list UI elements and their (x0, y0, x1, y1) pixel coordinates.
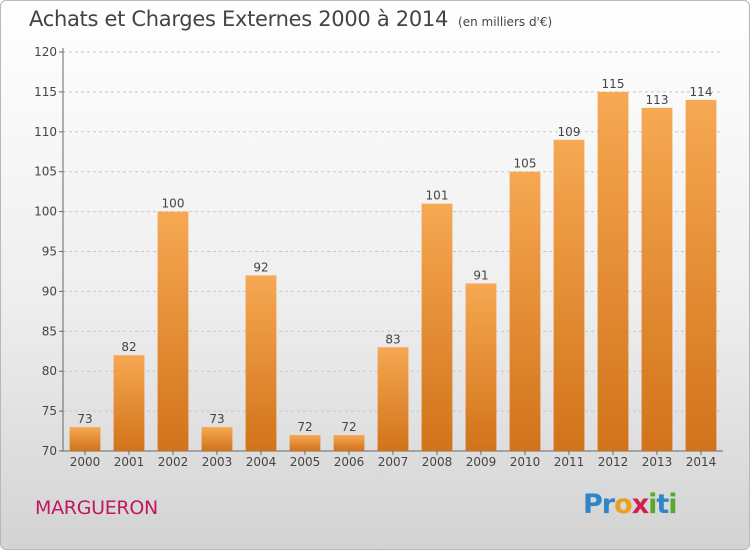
bar (333, 435, 365, 451)
proxiti-logo: Proxiti (583, 489, 678, 520)
x-tick-label: 2009 (466, 455, 497, 469)
bar (201, 427, 233, 451)
x-tick-label: 2002 (158, 455, 189, 469)
data-label: 72 (341, 420, 356, 434)
commune-name: MARGUERON (35, 497, 158, 519)
y-tick-label: 115 (34, 85, 57, 99)
data-label: 72 (297, 420, 312, 434)
y-tick-label: 110 (34, 125, 57, 139)
data-label: 82 (121, 340, 136, 354)
data-label: 83 (385, 332, 400, 346)
x-tick-label: 2001 (114, 455, 145, 469)
data-label: 73 (209, 412, 224, 426)
data-label: 105 (514, 157, 537, 171)
x-tick-label: 2010 (510, 455, 541, 469)
x-tick-label: 2008 (422, 455, 453, 469)
x-tick-label: 2013 (642, 455, 673, 469)
x-tick-label: 2007 (378, 455, 409, 469)
data-label: 113 (646, 93, 669, 107)
bar (377, 347, 409, 451)
y-tick-label: 85 (42, 324, 57, 338)
x-tick-label: 2014 (686, 455, 717, 469)
y-tick-label: 70 (42, 444, 57, 458)
chart-title-block: Achats et Charges Externes 2000 à 2014 (e… (29, 7, 552, 31)
bar (421, 203, 453, 451)
logo-letter: i (668, 489, 677, 520)
y-tick-label: 105 (34, 165, 57, 179)
data-label: 91 (473, 268, 488, 282)
y-tick-label: 100 (34, 205, 57, 219)
data-label: 115 (602, 77, 625, 91)
y-tick-label: 90 (42, 284, 57, 298)
data-label: 100 (162, 197, 185, 211)
y-tick-label: 75 (42, 404, 57, 418)
chart-title: Achats et Charges Externes 2000 à 2014 (29, 7, 449, 31)
x-tick-label: 2005 (290, 455, 321, 469)
logo-letter: o (614, 489, 633, 520)
bar (553, 139, 585, 451)
logo-letter: P (583, 489, 603, 520)
logo-letter: t (656, 489, 669, 520)
bar (597, 91, 629, 452)
x-tick-label: 2000 (70, 455, 101, 469)
bar (113, 355, 145, 451)
x-tick-label: 2012 (598, 455, 629, 469)
x-tick-label: 2003 (202, 455, 233, 469)
bar (509, 171, 541, 451)
data-label: 114 (690, 85, 713, 99)
bar (641, 107, 673, 452)
y-tick-label: 95 (42, 245, 57, 259)
bar (465, 283, 497, 451)
logo-letter: i (648, 489, 657, 520)
y-tick-label: 120 (34, 45, 57, 59)
data-label: 92 (253, 260, 268, 274)
x-tick-label: 2006 (334, 455, 365, 469)
chart-unit: (en milliers d'€) (458, 15, 553, 29)
bar (685, 99, 717, 451)
x-tick-label: 2004 (246, 455, 277, 469)
bar (69, 427, 101, 451)
logo-letter: x (631, 489, 649, 520)
bar (289, 435, 321, 451)
data-label: 101 (426, 189, 449, 203)
data-label: 109 (558, 125, 581, 139)
bar (245, 275, 277, 451)
x-tick-label: 2011 (554, 455, 585, 469)
logo-letter: r (601, 489, 615, 520)
y-tick-label: 80 (42, 364, 57, 378)
data-label: 73 (77, 412, 92, 426)
bar (157, 211, 189, 451)
